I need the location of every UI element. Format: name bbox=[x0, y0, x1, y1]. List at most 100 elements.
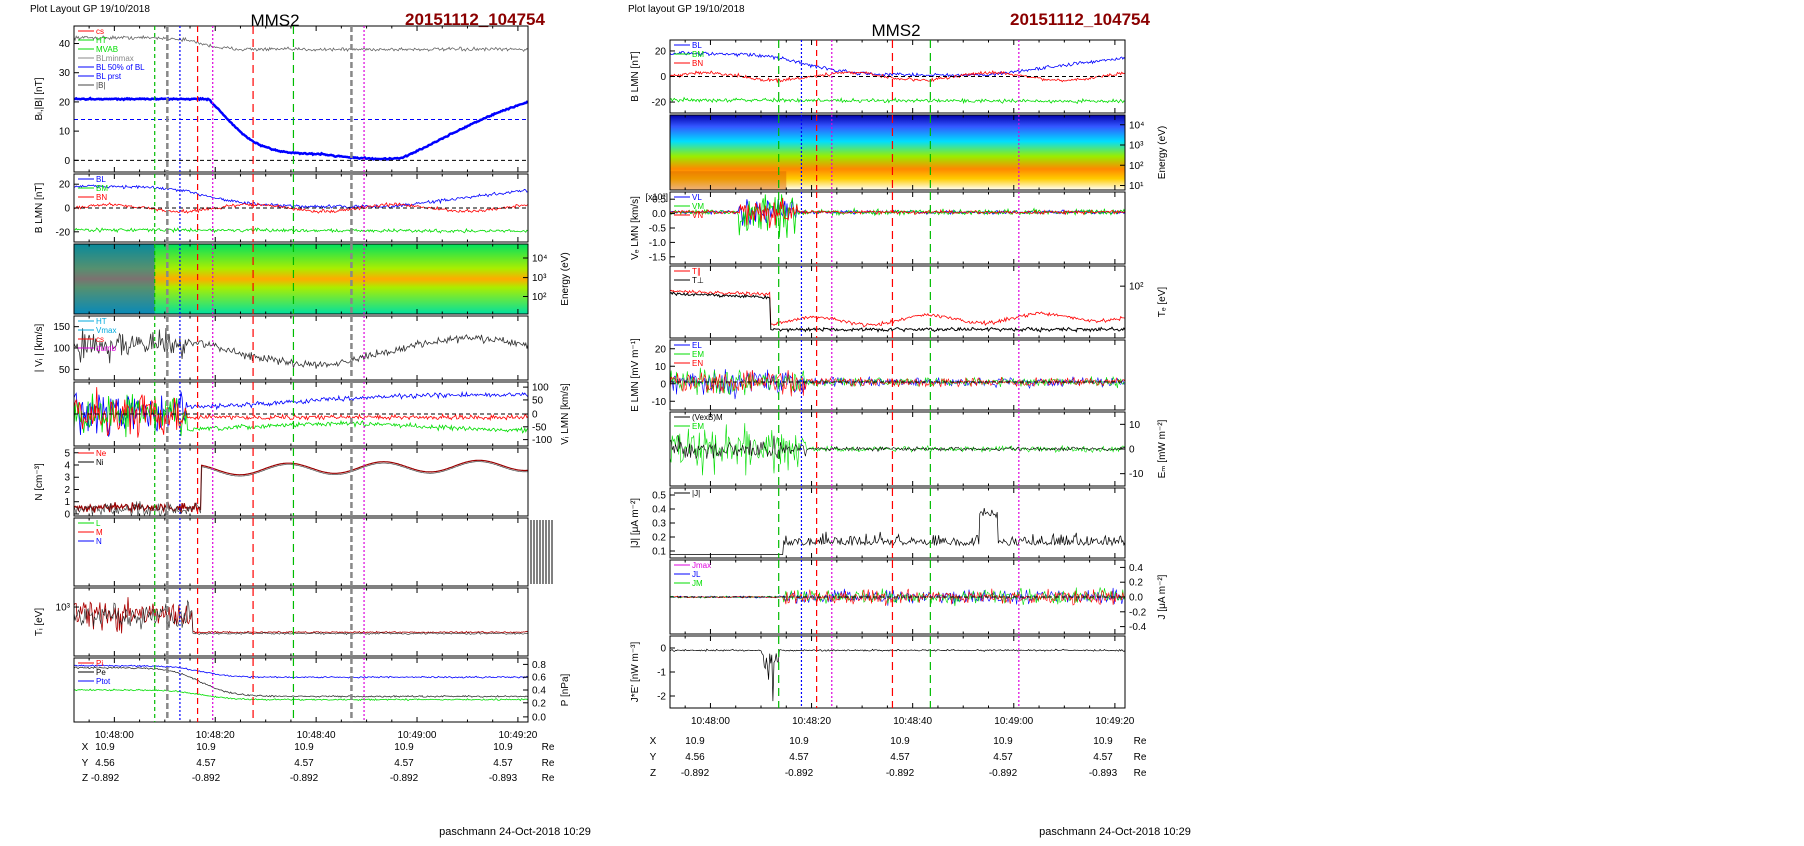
right-blmn-legend-label: BL bbox=[692, 41, 702, 50]
right-ephemeris-label: Y bbox=[650, 752, 657, 763]
left-vi-legend-label: dumb bbox=[96, 344, 117, 353]
left-vi-frame bbox=[73, 315, 529, 381]
left-blmn-bm-line bbox=[73, 227, 529, 234]
left-vi-ytick-label: 100 bbox=[53, 344, 70, 355]
right-jmag-frame bbox=[669, 487, 1126, 559]
left-time-tick-label: 10:49:00 bbox=[398, 730, 437, 741]
left-p-ylabel: P [nPa] bbox=[560, 673, 571, 706]
right-ephemeris-value: 4.56 bbox=[685, 752, 705, 763]
right-je-ytick-label: -1 bbox=[657, 668, 666, 679]
left-n-ytick-label: 5 bbox=[64, 448, 70, 459]
left-ephemeris-value: 10.9 bbox=[196, 742, 216, 753]
right-spacecraft: MMS2 bbox=[871, 21, 920, 40]
right-panel-te: 10² Tₑ [eV] T∥T⊥ bbox=[669, 265, 1168, 339]
left-ispec-ytick-label: 10⁴ bbox=[532, 254, 547, 265]
right-ephemeris-value: 4.57 bbox=[890, 752, 910, 763]
left-vi-ytick-label: 150 bbox=[53, 322, 70, 333]
right-ephemeris-unit: Re bbox=[1134, 752, 1147, 763]
left-event: 20151112_104754 bbox=[405, 10, 545, 29]
right-elmn-ytick-label: 0 bbox=[660, 379, 666, 390]
left-vi-line bbox=[73, 327, 529, 369]
left-ephemeris-value: 4.57 bbox=[196, 758, 216, 769]
right-espec-ytick-label: 10¹ bbox=[1129, 181, 1144, 192]
left-bl-bl-line bbox=[73, 96, 529, 161]
left-ti-ylabel: Tᵢ [eV] bbox=[34, 608, 45, 636]
left-ti-ytick-label: 10³ bbox=[56, 603, 71, 614]
left-p-ytick-label: 0.6 bbox=[532, 673, 546, 684]
right-event: 20151112_104754 bbox=[1010, 10, 1150, 29]
right-header: Plot layout GP 19/10/2018 bbox=[628, 4, 745, 15]
right-te-tpar-line bbox=[669, 289, 1126, 328]
right-panel-jmag: 0.5 0.4 0.3 0.2 0.1 |J| [μA m⁻²] |J| bbox=[630, 487, 1126, 559]
left-p-legend-label: Ptot bbox=[96, 677, 111, 686]
right-blmn-bm-line bbox=[669, 96, 1126, 105]
right-velmn-legend-label: VN bbox=[692, 211, 703, 220]
right-ephemeris-value: -0.892 bbox=[681, 768, 710, 779]
right-te-tperp-line bbox=[669, 291, 1126, 333]
left-ispec-sheath-region bbox=[74, 244, 155, 314]
left-bl-ytick-label: 30 bbox=[59, 68, 71, 79]
left-bl-legend-label: MVAB bbox=[96, 45, 118, 54]
right-espec-ytick-label: 10² bbox=[1129, 161, 1144, 172]
right-blmn-ytick-label: 20 bbox=[655, 46, 667, 57]
left-ispec-ylabel: Energy (eV) bbox=[560, 252, 571, 305]
right-je-line bbox=[669, 648, 1126, 702]
right-velmn-legend-label: VL bbox=[692, 193, 702, 202]
right-ephemeris-value: -0.892 bbox=[989, 768, 1018, 779]
left-vilmn-ylabel: Vᵢ LMN [km/s] bbox=[560, 383, 571, 445]
left-bl-btot-line bbox=[73, 34, 529, 53]
left-n-ylabel: N [cm⁻³] bbox=[34, 463, 45, 501]
right-blmn-ytick-label: 0 bbox=[660, 72, 666, 83]
right-ephemeris-value: 4.57 bbox=[993, 752, 1013, 763]
right-jlmn-ylabel: J [μA m⁻²] bbox=[1157, 574, 1168, 619]
left-time-tick-label: 10:49:20 bbox=[498, 730, 537, 741]
right-blmn-legend-label: BN bbox=[692, 59, 703, 68]
right-te-legend-label: T∥ bbox=[692, 267, 701, 276]
left-ephemeris-value: -0.892 bbox=[390, 773, 419, 784]
right-jlmn-ytick-label: -0.4 bbox=[1129, 622, 1147, 633]
right-je-ytick-label: 0 bbox=[660, 644, 666, 655]
right-elmn-legend-label: EN bbox=[692, 359, 703, 368]
right-ephemeris-value: 10.9 bbox=[685, 736, 705, 747]
left-vilmn-ytick-label: 0 bbox=[532, 410, 538, 421]
left-p-legend-label: Pi bbox=[96, 659, 103, 668]
left-n-legend-label: Ni bbox=[96, 458, 104, 467]
right-velmn-vm-line bbox=[669, 194, 1126, 238]
right-jmag-ytick-label: 0.3 bbox=[652, 519, 666, 530]
left-p-ptot-line bbox=[73, 664, 529, 679]
left-empty-frame bbox=[73, 517, 529, 587]
left-vilmn-vm-line bbox=[73, 393, 529, 438]
right-ephemeris-label: X bbox=[650, 736, 657, 747]
left-vi-legend-label: Vmax bbox=[96, 326, 116, 335]
right-te-ytick-label: 10² bbox=[1129, 282, 1144, 293]
right-panel-je: 0 -1 -2 J*E' [nW m⁻³] bbox=[630, 635, 1126, 709]
right-elmn-ytick-label: 20 bbox=[655, 344, 667, 355]
right-ephemeris-label: Z bbox=[650, 768, 656, 779]
right-ephemeris-value: 4.57 bbox=[789, 752, 809, 763]
left-p-pi-line bbox=[74, 688, 529, 702]
right-ephemeris-unit: Re bbox=[1134, 768, 1147, 779]
left-bl-legend-label: HT bbox=[96, 36, 107, 45]
right-je-frame bbox=[669, 635, 1126, 709]
right-jlmn-ytick-label: -0.2 bbox=[1129, 607, 1147, 618]
left-time-tick-label: 10:48:40 bbox=[297, 730, 336, 741]
right-em-legend-label: EM bbox=[692, 422, 704, 431]
left-blmn-bl-line bbox=[73, 184, 529, 210]
left-n-legend-label: Ne bbox=[96, 449, 107, 458]
right-jlmn-ytick-label: 0.4 bbox=[1129, 563, 1143, 574]
left-ephemeris-value: 10.9 bbox=[95, 742, 115, 753]
right-em-legend-label: (VexB)M bbox=[692, 413, 723, 422]
left-bl-ytick-label: 20 bbox=[59, 97, 71, 108]
right-velmn-ytick-label: 0.0 bbox=[652, 209, 666, 220]
left-ephemeris-value: 10.9 bbox=[294, 742, 314, 753]
right-velmn-ytick-label: 0.5 bbox=[652, 195, 666, 206]
left-ephemeris-value: 4.57 bbox=[394, 758, 414, 769]
left-ephemeris-value: -0.893 bbox=[489, 773, 518, 784]
right-jmag-ylabel: |J| [μA m⁻²] bbox=[630, 498, 641, 548]
right-jlmn-legend-label: JL bbox=[692, 570, 701, 579]
